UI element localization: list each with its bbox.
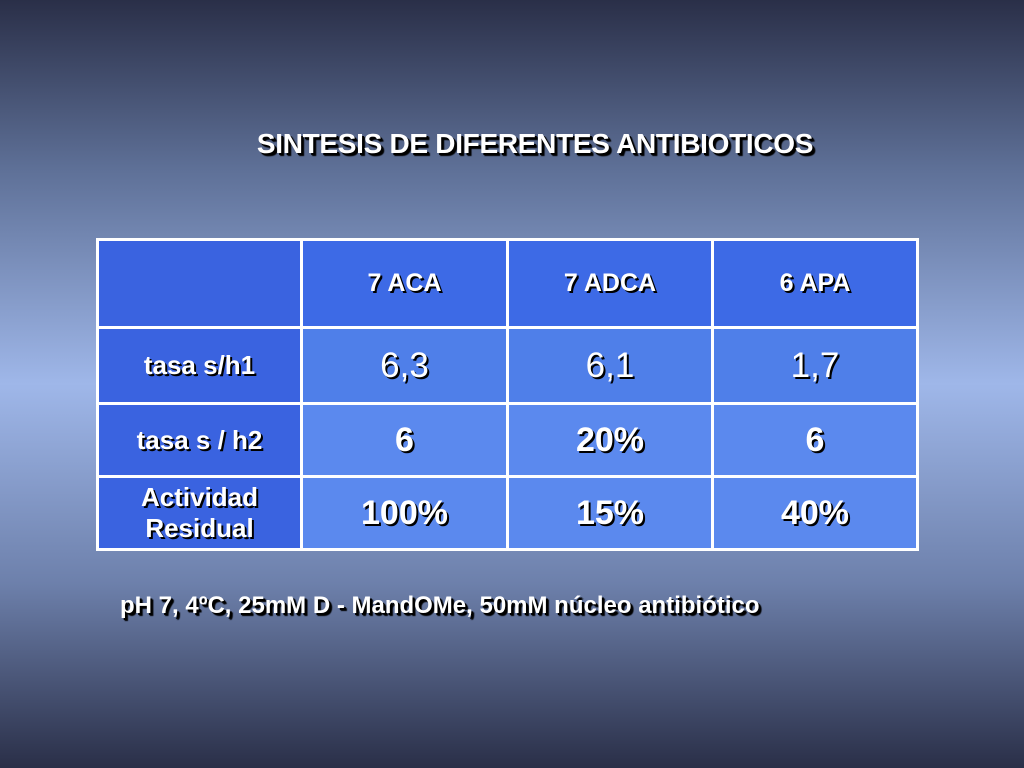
row-label-line: Actividad [140,482,259,512]
table-corner-cell [96,238,303,329]
column-header-6-apa: 6 APA [711,238,919,329]
table-cell: 6 [711,402,919,478]
table-cell: 6,3 [300,326,509,405]
table-cell: 20% [506,402,714,478]
table-cell: 15% [506,475,714,551]
row-label-tasa-h1: tasa s/h1 [96,326,303,405]
table-row: Actividad Residual 100% 15% 40% [96,475,919,551]
row-label-tasa-h2: tasa s / h2 [96,402,303,478]
row-label-actividad-residual: Actividad Residual [96,475,303,551]
table-cell: 6,1 [506,326,714,405]
slide-title: SINTESIS DE DIFERENTES ANTIBIOTICOS [256,128,814,159]
table-row: tasa s/h1 6,3 6,1 1,7 [96,326,919,405]
footnote: pH 7, 4ºC, 25mM D - MandOMe, 50mM núcleo… [120,592,760,619]
table-cell: 1,7 [711,326,919,405]
column-header-7-aca: 7 ACA [300,238,509,329]
column-header-7-adca: 7 ADCA [506,238,714,329]
table-cell: 40% [711,475,919,551]
table-row: tasa s / h2 6 20% 6 [96,402,919,478]
table-header-row: 7 ACA 7 ADCA 6 APA [96,238,919,329]
row-label-line: Residual [145,513,254,543]
table-cell: 100% [300,475,509,551]
table-cell: 6 [300,402,509,478]
antibiotics-table: 7 ACA 7 ADCA 6 APA tasa s/h1 6,3 6,1 1,7… [96,238,919,551]
